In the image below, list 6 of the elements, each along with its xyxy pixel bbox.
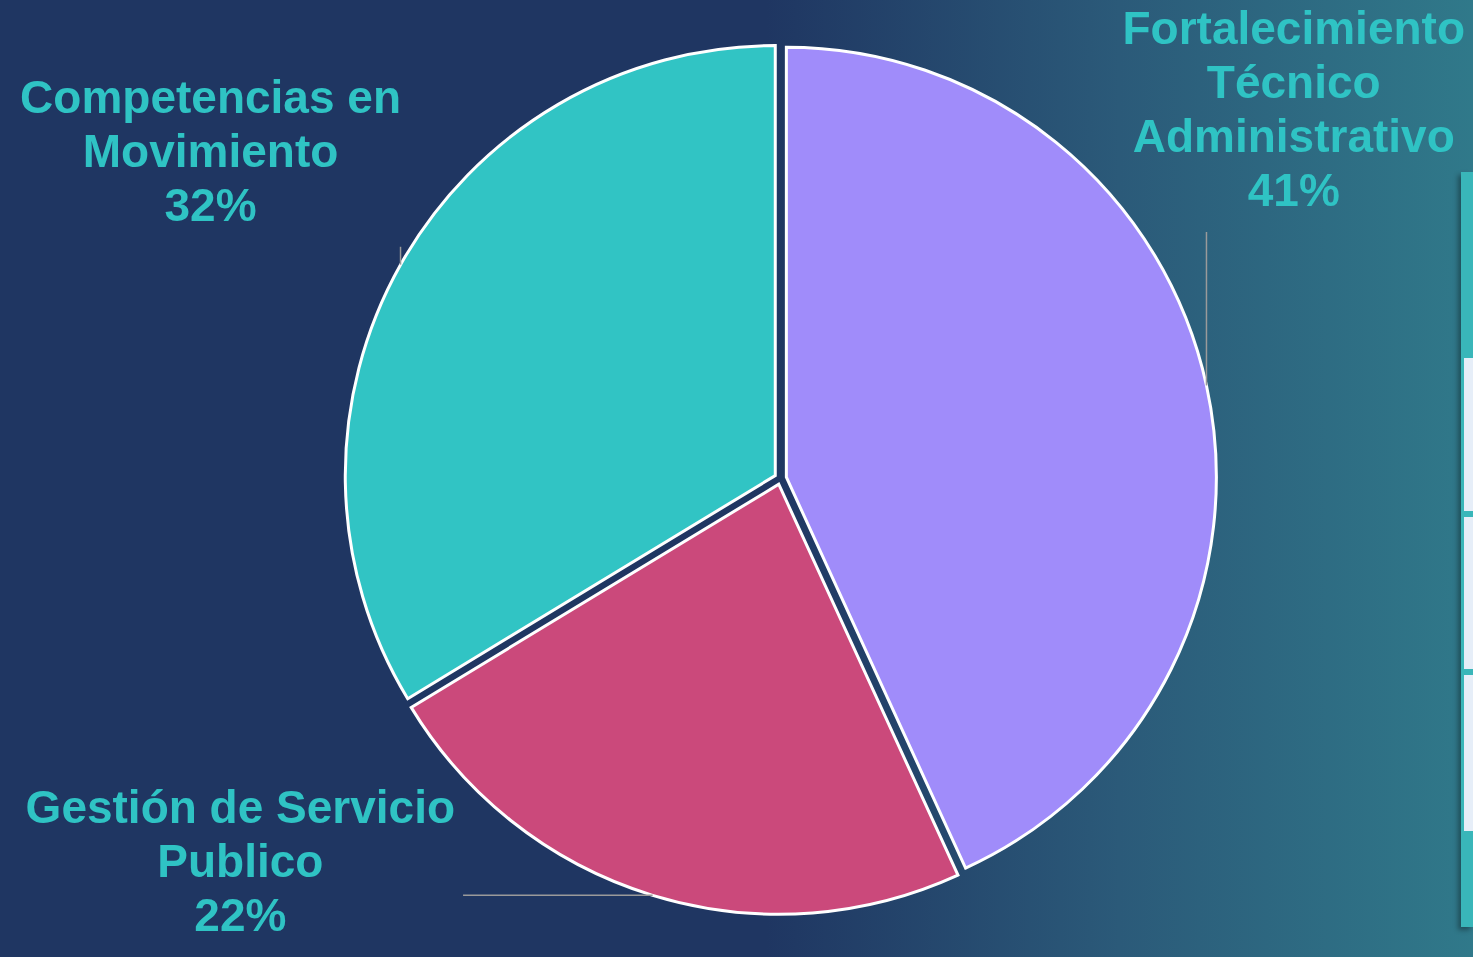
slice-label: Competencias en Movimiento: [20, 70, 401, 177]
slice-label: Gestión de Servicio Publico: [25, 781, 456, 887]
data-label: 22%: [194, 889, 287, 941]
data-label: 32%: [164, 178, 257, 231]
slice-label: Fortalecimiento Técnico Administrativo: [1122, 2, 1465, 162]
data-label: 41%: [1247, 164, 1340, 216]
